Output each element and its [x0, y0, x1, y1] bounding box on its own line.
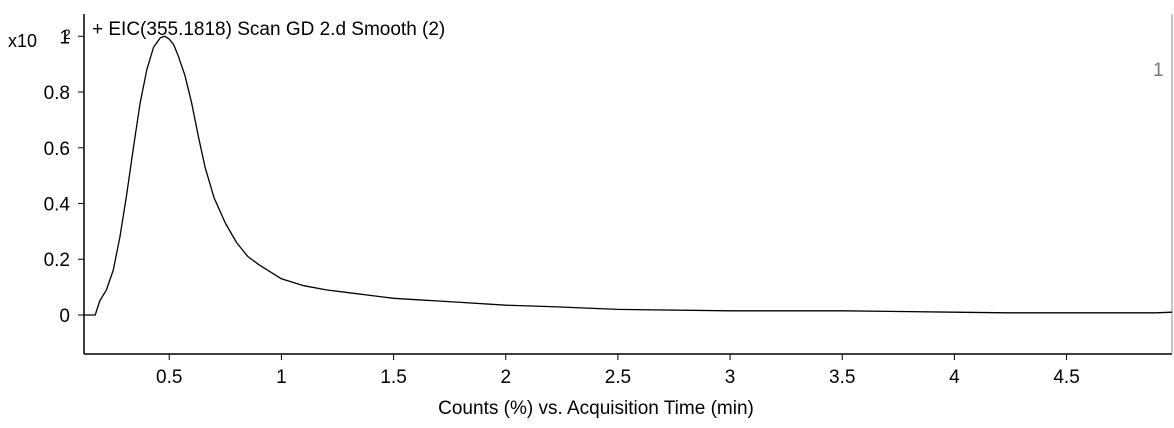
y-tick-label: 0.2 — [44, 250, 70, 271]
x-tick-label: 4 — [949, 367, 960, 388]
y-tick-label: 1 — [59, 27, 70, 48]
x-ticks: 0.5 1 1.5 2 2.5 3 3.5 4 4.5 — [156, 354, 1080, 388]
x-tick-label: 3 — [725, 367, 736, 388]
corner-label: 1 — [1153, 60, 1164, 81]
y-scale-exponent: 2 — [63, 26, 71, 42]
y-tick-label: 0.8 — [44, 83, 70, 104]
x-tick-label: 2.5 — [605, 367, 631, 388]
x-tick-label: 2 — [500, 367, 511, 388]
y-ticks: 0 0.2 0.4 0.6 0.8 1 — [44, 27, 84, 327]
series-layer — [84, 35, 1173, 316]
y-tick-label: 0 — [59, 306, 70, 327]
y-scale-label: x10 — [8, 31, 37, 51]
y-tick-label: 0.4 — [44, 195, 71, 216]
chart-title: + EIC(355.1818) Scan GD 2.d Smooth (2) — [92, 19, 445, 40]
y-tick-label: 0.6 — [44, 139, 70, 160]
series-line-0 — [84, 35, 1173, 316]
x-axis-title: Counts (%) vs. Acquisition Time (min) — [438, 398, 754, 419]
x-tick-label: 4.5 — [1053, 367, 1079, 388]
x-tick-label: 1 — [276, 367, 287, 388]
x-tick-label: 1.5 — [380, 367, 406, 388]
x-tick-label: 3.5 — [829, 367, 855, 388]
x-tick-label: 0.5 — [156, 367, 182, 388]
